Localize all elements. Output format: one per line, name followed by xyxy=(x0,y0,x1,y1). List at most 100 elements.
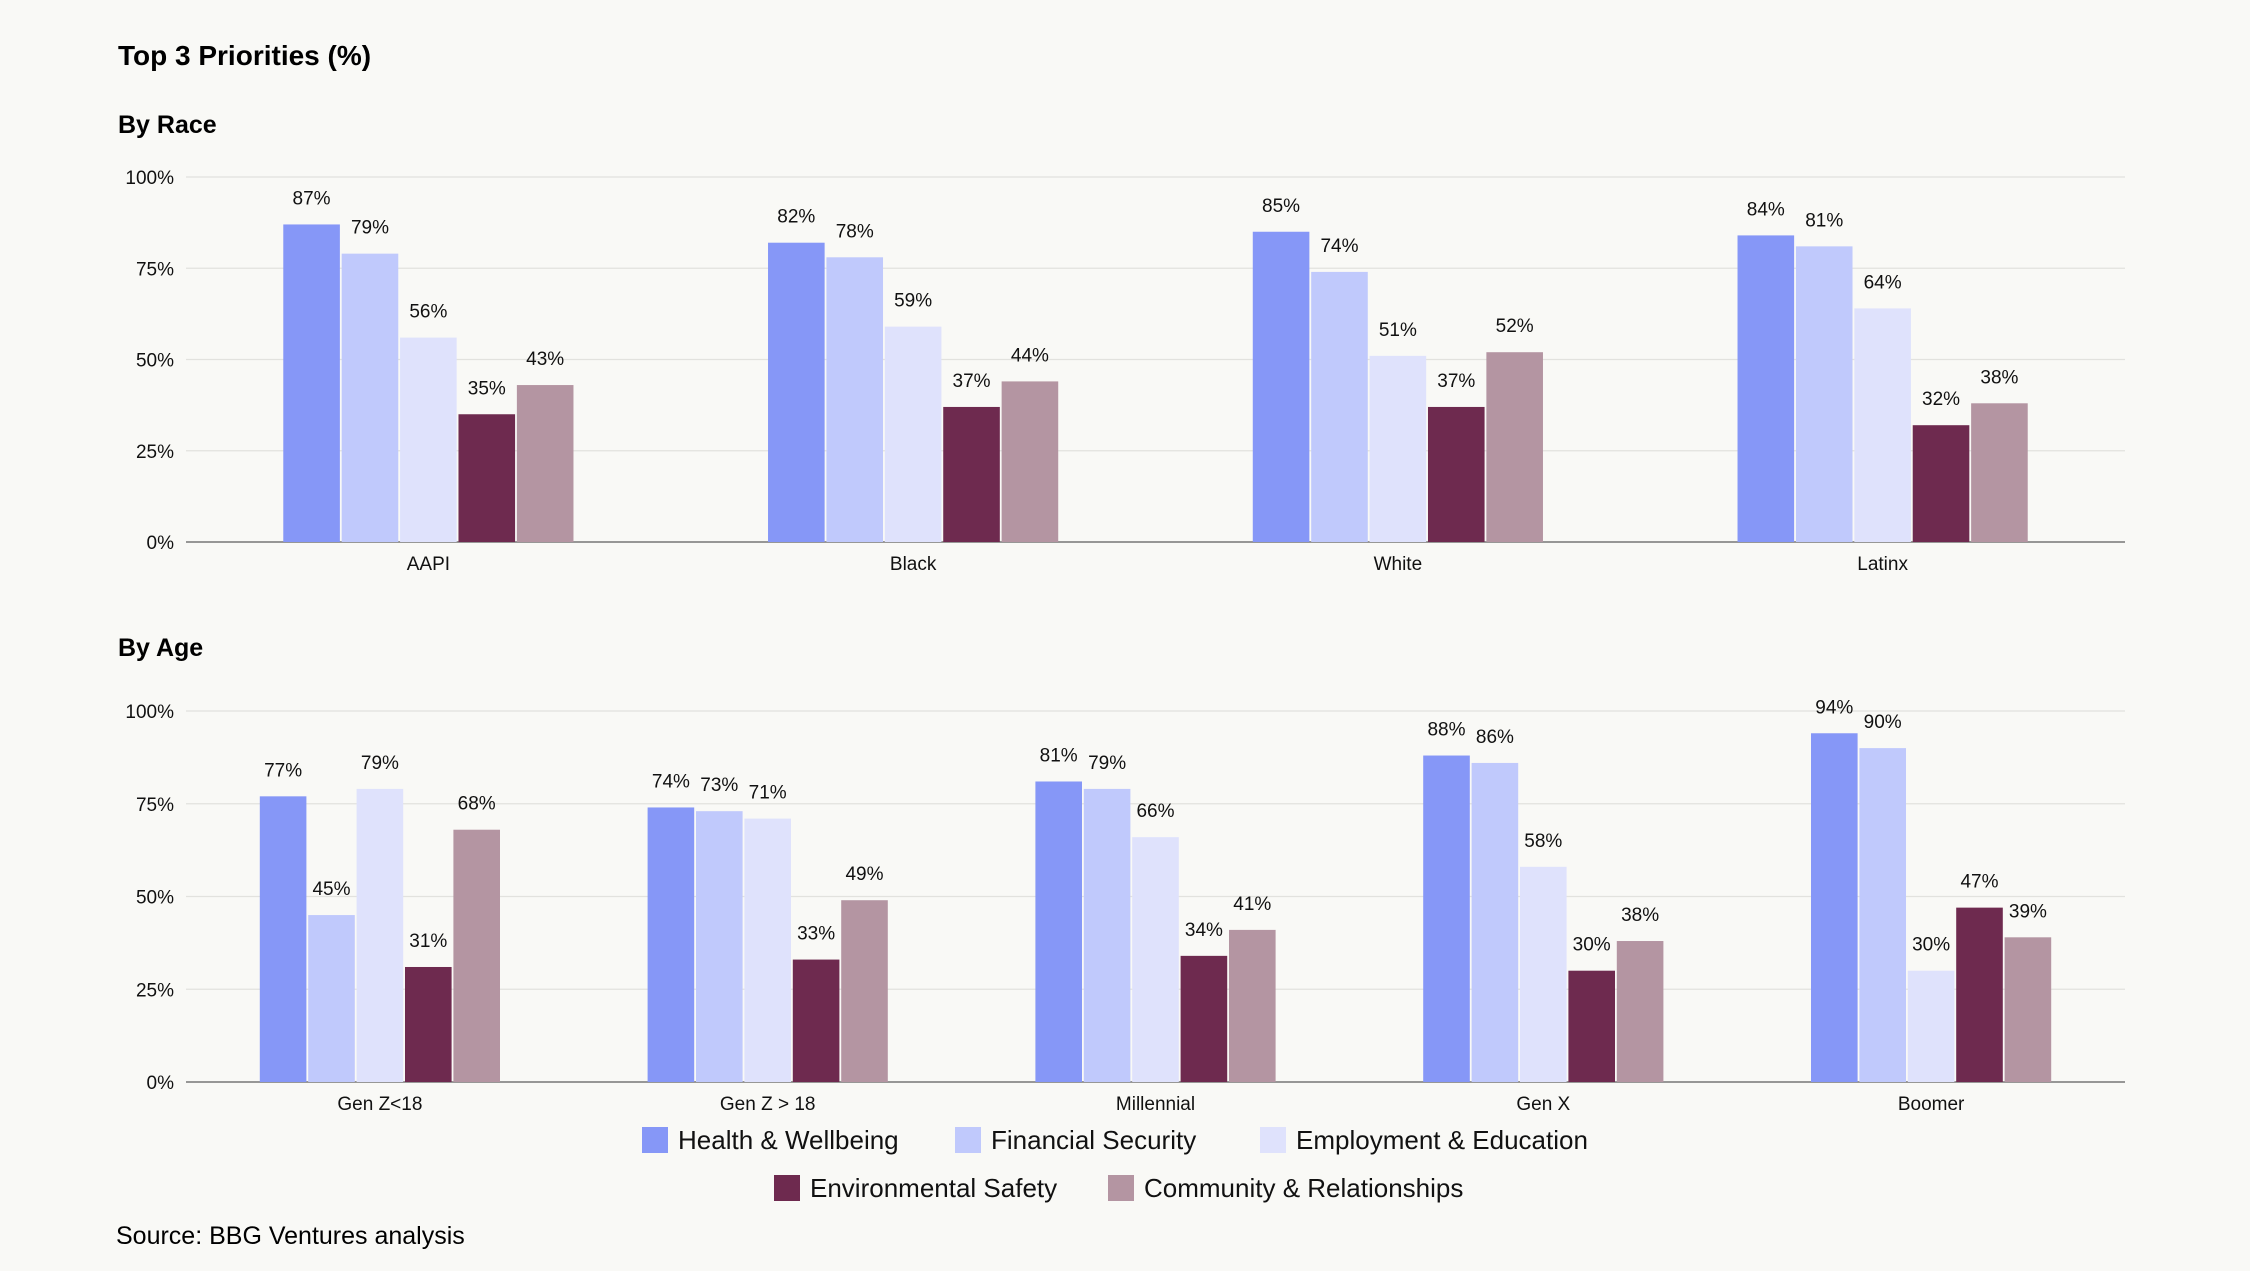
bar-white-community-relationships xyxy=(1486,352,1543,542)
bar-gen-z-18-health-wellbeing xyxy=(647,807,695,1082)
data-label: 79% xyxy=(351,218,389,239)
legend: Health & Wellbeing Financial Security Empl… xyxy=(642,1125,1588,1203)
x-category-label: White xyxy=(1374,554,1423,575)
data-label: 45% xyxy=(312,879,350,900)
legend-item-community-relationships: Community & Relationships xyxy=(1108,1173,1463,1203)
data-label: 37% xyxy=(953,371,991,392)
bar-gen-z-18-environmental-safety xyxy=(792,959,840,1082)
data-label: 37% xyxy=(1437,371,1475,392)
bar-boomer-financial-security xyxy=(1859,748,1906,1082)
bar-latinx-health-wellbeing xyxy=(1737,235,1795,542)
data-label: 33% xyxy=(797,924,835,945)
bar-millennial-health-wellbeing xyxy=(1035,781,1082,1082)
data-label: 81% xyxy=(1040,745,1078,766)
bar-gen-x-environmental-safety xyxy=(1568,970,1615,1082)
data-label: 38% xyxy=(1980,367,2018,388)
legend-swatch xyxy=(1260,1127,1286,1153)
bar-gen-x-health-wellbeing xyxy=(1423,755,1470,1082)
bar-gen-z-18-health-wellbeing xyxy=(259,796,307,1082)
bar-gen-z-18-employment-education xyxy=(744,818,791,1082)
data-label: 79% xyxy=(361,753,399,774)
data-label: 51% xyxy=(1379,320,1417,341)
bar-gen-x-employment-education xyxy=(1520,866,1567,1082)
legend-item-employment-education: Employment & Education xyxy=(1260,1125,1588,1155)
legend-item-financial-security: Financial Security xyxy=(955,1125,1196,1155)
data-label: 56% xyxy=(409,302,447,323)
x-category-label: Gen Z<18 xyxy=(337,1094,422,1115)
bar-latinx-employment-education xyxy=(1854,308,1911,542)
data-label: 32% xyxy=(1922,389,1960,410)
bar-millennial-environmental-safety xyxy=(1180,955,1228,1082)
bar-black-environmental-safety xyxy=(943,406,1000,542)
y-tick-label: 50% xyxy=(136,351,174,372)
data-label: 52% xyxy=(1496,316,1534,337)
legend-label: Employment & Education xyxy=(1296,1125,1588,1155)
data-label: 59% xyxy=(894,291,932,312)
legend-swatch xyxy=(642,1127,668,1153)
source-note: Source: BBG Ventures analysis xyxy=(116,1222,465,1250)
data-label: 47% xyxy=(1960,872,1998,893)
y-tick-label: 0% xyxy=(147,533,175,554)
legend-label: Community & Relationships xyxy=(1144,1173,1463,1203)
y-tick-label: 25% xyxy=(136,980,174,1001)
x-category-label: AAPI xyxy=(407,554,450,575)
legend-swatch xyxy=(955,1127,981,1153)
bar-latinx-financial-security xyxy=(1795,246,1853,542)
bar-white-employment-education xyxy=(1369,355,1427,542)
x-category-label: Gen Z > 18 xyxy=(720,1094,816,1115)
data-label: 43% xyxy=(526,349,564,370)
x-category-label: Latinx xyxy=(1857,554,1908,575)
legend-swatch xyxy=(1108,1175,1134,1201)
bar-boomer-community-relationships xyxy=(2004,937,2052,1082)
data-label: 88% xyxy=(1427,720,1465,741)
bar-boomer-health-wellbeing xyxy=(1811,733,1858,1082)
data-label: 49% xyxy=(845,864,883,885)
data-label: 39% xyxy=(2009,901,2047,922)
bar-millennial-financial-security xyxy=(1083,788,1131,1082)
bar-millennial-employment-education xyxy=(1132,837,1179,1082)
data-label: 71% xyxy=(749,783,787,804)
bar-aapi-environmental-safety xyxy=(458,414,516,542)
data-label: 58% xyxy=(1524,831,1562,852)
bar-black-health-wellbeing xyxy=(768,242,825,542)
y-tick-label: 25% xyxy=(136,442,174,463)
x-category-label: Millennial xyxy=(1116,1094,1195,1115)
data-label: 85% xyxy=(1262,196,1300,217)
data-label: 38% xyxy=(1621,905,1659,926)
legend-item-health-wellbeing: Health & Wellbeing xyxy=(642,1125,899,1155)
bar-black-employment-education xyxy=(884,326,942,542)
data-label: 41% xyxy=(1233,894,1271,915)
race-bar-chart: 0% 25% 50% 75% 100% 87% 79% 56% 35% 43% AAPI 82% 78%… xyxy=(125,168,2125,575)
bar-gen-z-18-employment-education xyxy=(356,788,404,1082)
bar-gen-z-18-financial-security xyxy=(696,811,743,1082)
data-label: 68% xyxy=(458,794,496,815)
bar-aapi-employment-education xyxy=(400,337,457,542)
chart-title: Top 3 Priorities (%) xyxy=(118,40,371,71)
data-label: 64% xyxy=(1864,272,1902,293)
data-label: 44% xyxy=(1011,345,1049,366)
data-label: 66% xyxy=(1136,801,1174,822)
y-tick-label: 100% xyxy=(125,168,174,189)
data-label: 73% xyxy=(700,775,738,796)
data-label: 81% xyxy=(1805,210,1843,231)
x-category-label: Gen X xyxy=(1516,1094,1570,1115)
bar-gen-z-18-financial-security xyxy=(308,915,355,1082)
bar-white-health-wellbeing xyxy=(1252,231,1310,542)
data-label: 90% xyxy=(1864,712,1902,733)
y-tick-label: 0% xyxy=(147,1073,175,1094)
x-category-label: Boomer xyxy=(1898,1094,1965,1115)
data-label: 74% xyxy=(1320,236,1358,257)
data-label: 87% xyxy=(293,188,331,209)
race-section-title: By Race xyxy=(118,111,217,139)
legend-label: Health & Wellbeing xyxy=(678,1125,899,1155)
data-label: 74% xyxy=(652,771,690,792)
data-label: 77% xyxy=(264,760,302,781)
legend-label: Environmental Safety xyxy=(810,1173,1057,1203)
age-bar-chart: 0% 25% 50% 75% 100% 77% 45% 79% 31% 68% Gen Z<18 74… xyxy=(125,697,2125,1115)
y-tick-label: 75% xyxy=(136,259,174,280)
bar-gen-x-community-relationships xyxy=(1616,941,1664,1082)
bar-white-environmental-safety xyxy=(1427,406,1485,542)
y-tick-label: 75% xyxy=(136,795,174,816)
